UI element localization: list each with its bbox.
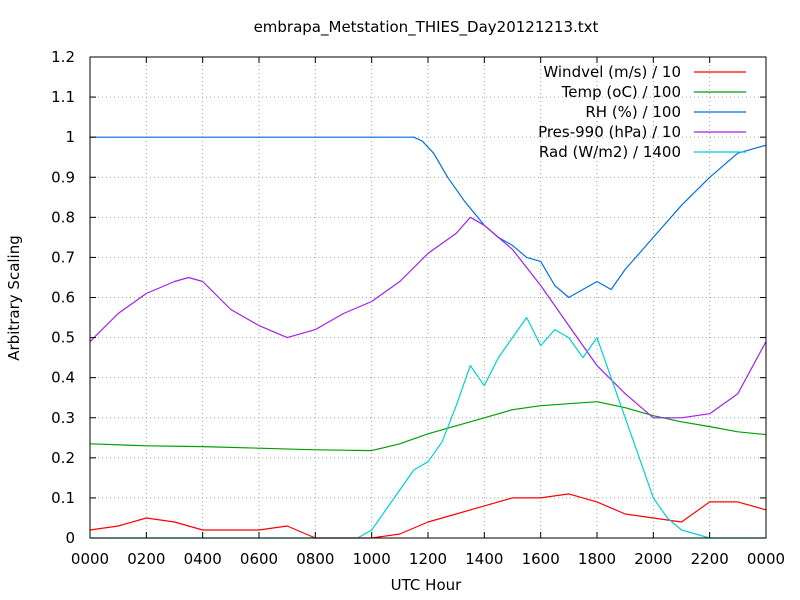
series-line-0: [89, 493, 767, 539]
x-axis-label: UTC Hour: [391, 576, 462, 594]
grid: [90, 57, 766, 538]
y-tick-label: 0.7: [51, 248, 75, 266]
y-axis-label: Arbitrary Scaling: [5, 235, 23, 361]
axis-ticks: 0000 0200 0400 0600 0800 1000 1200 1400 1600 1800…: [51, 48, 785, 568]
x-tick-label: 1600: [522, 550, 560, 568]
x-tick-label: 1200: [409, 550, 447, 568]
y-tick-label: 1.1: [51, 88, 75, 106]
x-tick-label: 1000: [353, 550, 391, 568]
legend-label: Temp (oC) / 100: [561, 83, 681, 101]
y-tick-label: 0.5: [51, 329, 75, 347]
legend-label: Rad (W/m2) / 1400: [539, 143, 681, 161]
y-tick-label: 1: [65, 128, 75, 146]
chart-title: embrapa_Metstation_THIES_Day20121213.txt: [254, 18, 599, 37]
series-line-1: [89, 401, 767, 452]
x-tick-label: 0000: [71, 550, 109, 568]
series-line-2: [90, 136, 767, 299]
y-tick-label: 0.2: [51, 449, 75, 467]
x-tick-label: 0000: [747, 550, 785, 568]
series-line-3: [89, 216, 767, 419]
y-tick-label: 0.8: [51, 208, 75, 226]
y-tick-label: 0.9: [51, 168, 75, 186]
y-tick-label: 0.3: [51, 409, 75, 427]
x-tick-label: 1400: [465, 550, 503, 568]
x-tick-label: 1800: [578, 550, 616, 568]
y-tick-label: 0.6: [51, 289, 75, 307]
y-tick-label: 0.1: [51, 489, 75, 507]
legend-label: Pres-990 (hPa) / 10: [538, 123, 681, 141]
x-tick-label: 0600: [240, 550, 278, 568]
x-tick-label: 2000: [634, 550, 672, 568]
legend: Windvel (m/s) / 10 Temp (oC) / 100 RH (%) …: [538, 63, 746, 161]
x-tick-label: 0200: [127, 550, 165, 568]
series-line-4: [90, 316, 766, 539]
x-tick-label: 0400: [184, 550, 222, 568]
y-tick-label: 0: [65, 529, 75, 547]
legend-label: RH (%) / 100: [585, 103, 681, 121]
legend-label: Windvel (m/s) / 10: [543, 63, 681, 81]
y-tick-label: 0.4: [51, 369, 75, 387]
y-tick-label: 1.2: [51, 48, 75, 66]
x-tick-label: 0800: [296, 550, 334, 568]
x-tick-label: 2200: [691, 550, 729, 568]
